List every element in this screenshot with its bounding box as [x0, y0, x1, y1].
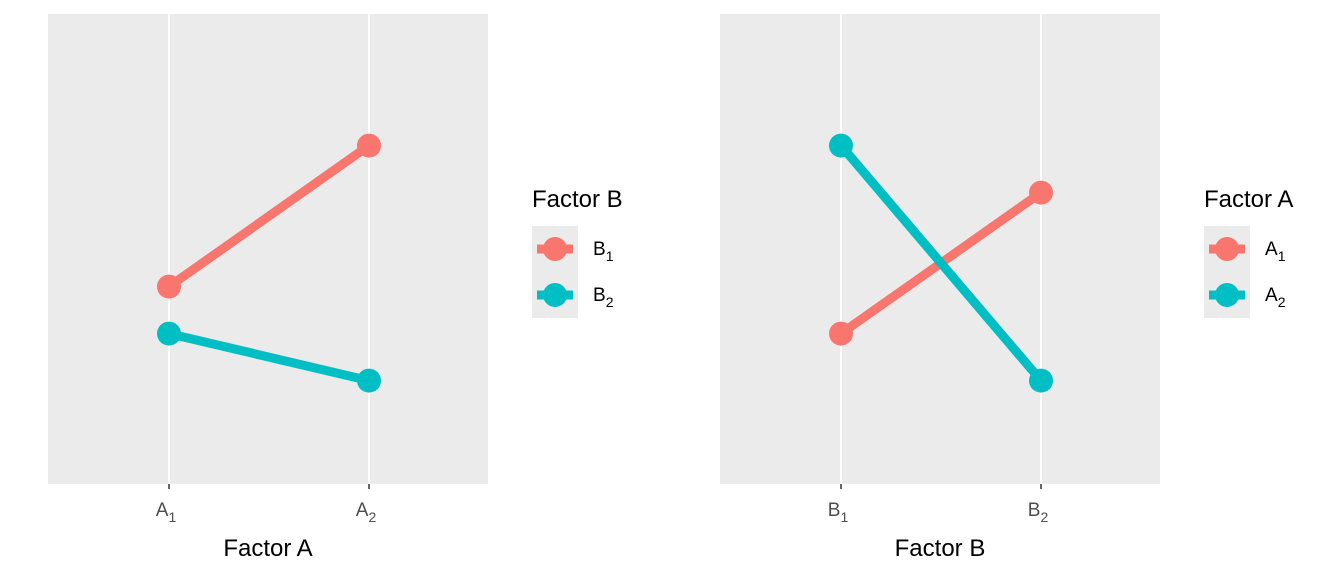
series-1-line [166, 141, 372, 291]
legend-label-2: A2 [1265, 285, 1286, 310]
legend-label-1-subscript: 1 [606, 248, 614, 264]
x-tick-label-subscript: 1 [840, 509, 848, 525]
plot-background [720, 14, 1160, 484]
x-tick-label: A2 [356, 500, 377, 525]
series-1-point-2 [1029, 180, 1053, 205]
x-tick-label: B1 [828, 500, 849, 525]
legend-title: Factor B [532, 186, 623, 213]
series-1-point-1 [829, 321, 853, 346]
legend-label-2-subscript: 2 [1278, 294, 1286, 310]
x-tick-label: B2 [1028, 500, 1049, 525]
legend-key-1-point [1215, 237, 1239, 261]
series-1-point-2 [357, 133, 381, 158]
series-2-point-2 [1029, 368, 1053, 393]
chart-right: B1 B2 Factor B Factor A A1 A2 [672, 0, 1344, 576]
x-tick-label-base: B [828, 500, 841, 521]
series-1-point-1 [157, 274, 181, 299]
series-2-line [837, 142, 1045, 384]
legend-label-2-subscript: 2 [606, 294, 614, 310]
series-2-point-1 [829, 133, 853, 158]
x-tick-label-subscript: 2 [368, 509, 376, 525]
x-tick-label-base: B [1028, 500, 1041, 521]
legend-label-1-base: B [593, 239, 606, 260]
legend-label-1-base: A [1265, 239, 1278, 260]
x-tick-label-subscript: 1 [168, 509, 176, 525]
legend-label-2: B2 [593, 285, 614, 310]
legend-key-1-point [543, 237, 567, 261]
legend-label-2-base: A [1265, 285, 1278, 306]
legend-title: Factor A [1204, 186, 1293, 213]
legend-label-2-base: B [593, 285, 606, 306]
legend-key-2-point [543, 283, 567, 307]
plot-background [48, 14, 488, 484]
series-2-line [167, 329, 371, 385]
x-tick-label-base: A [156, 500, 169, 521]
x-axis-title: Factor B [895, 535, 986, 562]
x-tick-label-base: A [356, 500, 369, 521]
legend-key-2-point [1215, 283, 1239, 307]
legend-label-1: B1 [593, 239, 614, 264]
series-2-point-2 [357, 368, 381, 393]
x-tick-label: A1 [156, 500, 177, 525]
legend-label-1: A1 [1265, 239, 1286, 264]
legend-label-1-subscript: 1 [1278, 248, 1286, 264]
x-axis-title: Factor A [223, 535, 312, 562]
series-2-point-1 [157, 321, 181, 346]
x-tick-label-subscript: 2 [1040, 509, 1048, 525]
chart-left: A1 A2 Factor A Factor B B1 B2 [48, 14, 623, 562]
